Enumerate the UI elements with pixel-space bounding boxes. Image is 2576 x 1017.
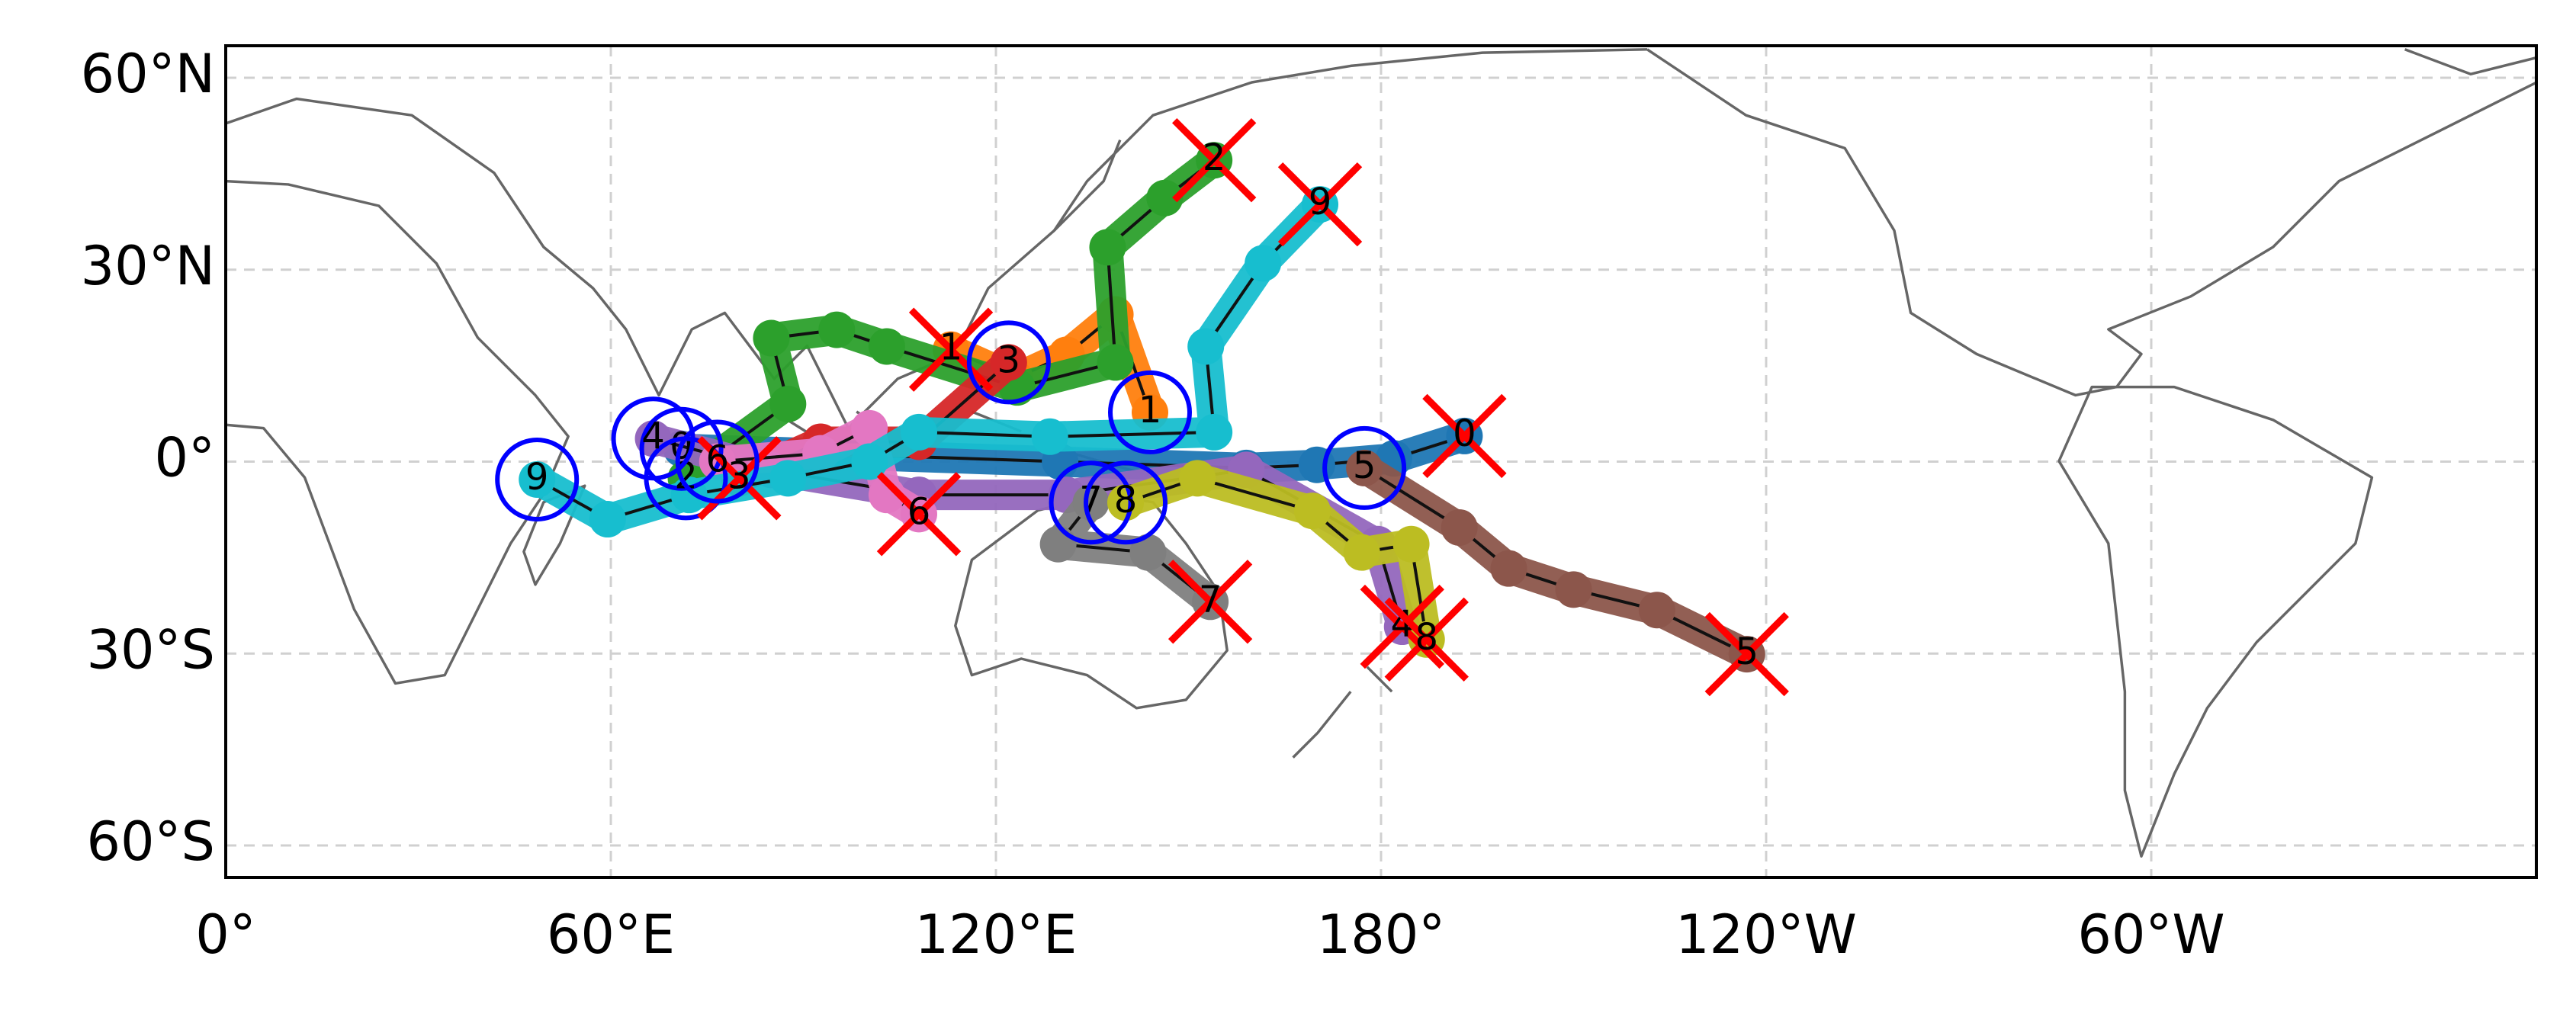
start-marker — [1322, 425, 1407, 510]
y-tick-label: 30°S — [86, 618, 215, 681]
track-point — [1555, 571, 1592, 608]
start-marker — [675, 419, 760, 504]
ticks: 0° 60°E 120°E 180° 120°W 60°W60°S30°S0°30°N60… — [81, 43, 2225, 966]
x-tick-label: 0° — [195, 903, 256, 966]
greenland — [2404, 48, 2536, 75]
track-point — [868, 328, 905, 365]
track-center — [685, 159, 1216, 480]
end-marker — [697, 436, 782, 521]
start-label: 9 — [525, 456, 549, 499]
africa — [226, 179, 570, 685]
end-marker — [908, 307, 994, 392]
start-label: 6 — [705, 438, 729, 481]
y-tick-label: 30°N — [81, 235, 215, 297]
track-point — [1293, 492, 1331, 530]
track-point — [1343, 534, 1380, 571]
start-label: 3 — [997, 338, 1021, 381]
track-point — [589, 501, 626, 538]
track-center — [1055, 501, 1212, 603]
track-point — [1346, 449, 1383, 486]
track-point — [868, 476, 905, 514]
track-point — [1490, 550, 1527, 587]
end-label: 2 — [1203, 136, 1226, 179]
track-point — [1187, 328, 1225, 365]
y-tick-label: 0° — [154, 427, 215, 489]
y-tick-label: 60°N — [81, 43, 215, 105]
track-point — [753, 319, 790, 357]
new-zealand — [1292, 666, 1393, 759]
end-marker — [1171, 118, 1257, 203]
end-label: 5 — [1735, 630, 1759, 673]
track-point — [851, 443, 888, 480]
x-tick-label: 120°E — [915, 903, 1078, 966]
end-marker — [1384, 597, 1469, 682]
track-point — [990, 344, 1027, 381]
start-marker — [966, 320, 1051, 405]
end-marker — [1168, 560, 1253, 644]
end-marker — [1422, 393, 1507, 479]
track-point — [1089, 229, 1126, 266]
track-point — [769, 385, 807, 422]
track-point — [1441, 508, 1478, 546]
start-marker — [1108, 370, 1192, 454]
track-point — [1129, 534, 1167, 571]
track-point — [1146, 179, 1184, 217]
end-label: 6 — [907, 490, 931, 533]
start-label: 4 — [641, 415, 665, 457]
track-point — [851, 409, 888, 447]
start-marker — [495, 437, 580, 521]
track-point — [818, 311, 856, 348]
track-point — [1031, 418, 1068, 455]
end-label: 7 — [1199, 578, 1222, 621]
start-label: 5 — [1353, 444, 1376, 487]
coastlines — [226, 48, 2536, 858]
frame — [224, 44, 2538, 879]
track-point — [1245, 245, 1282, 282]
end-label: 0 — [1453, 412, 1476, 455]
eurasia — [226, 48, 1648, 430]
x-tick-label: 180° — [1317, 903, 1446, 966]
y-tick-label: 60°S — [86, 810, 215, 873]
track-point — [769, 460, 807, 497]
x-tick-label: 60°E — [547, 903, 675, 966]
track-point — [1196, 413, 1233, 451]
track-point — [1072, 484, 1110, 521]
south-america — [2057, 385, 2374, 858]
start-label: 1 — [1139, 389, 1162, 432]
start-marker — [611, 396, 695, 481]
end-label: 1 — [940, 326, 963, 369]
track-point — [1638, 592, 1675, 629]
track-point — [901, 413, 937, 451]
end-marker — [1360, 584, 1444, 669]
start-label: 8 — [1114, 479, 1138, 521]
end-marker — [876, 472, 962, 557]
track-point — [1107, 484, 1145, 521]
end-label: 8 — [1415, 616, 1438, 659]
track-point — [1179, 460, 1216, 497]
track-point — [519, 460, 556, 498]
start-marker — [1049, 460, 1133, 545]
track-point — [1392, 525, 1430, 563]
x-tick-label: 120°W — [1675, 903, 1857, 966]
track-point — [1097, 344, 1134, 381]
end-label: 9 — [1309, 181, 1332, 223]
north-america — [1646, 48, 2536, 397]
x-tick-label: 60°W — [2077, 903, 2224, 966]
track-point — [1039, 525, 1077, 563]
japan — [1053, 139, 1122, 232]
end-marker — [1704, 611, 1789, 697]
start-marker — [1084, 460, 1168, 545]
end-marker — [1277, 162, 1363, 247]
